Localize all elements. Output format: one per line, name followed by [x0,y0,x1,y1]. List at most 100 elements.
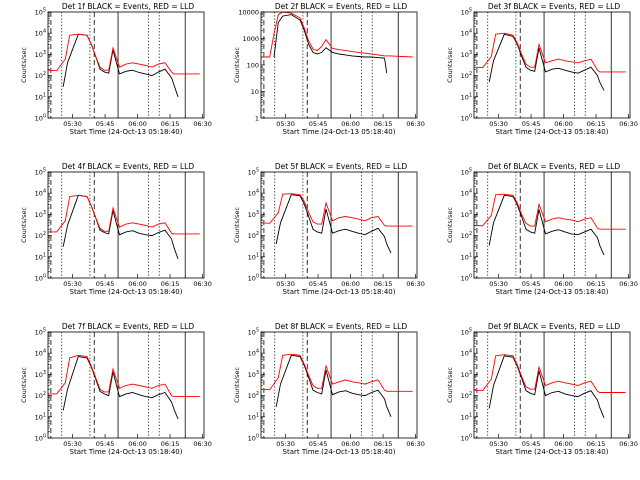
x-tick-label: 06:00 [341,120,360,128]
x-tick-label: 06:30 [619,440,638,448]
x-axis-label: Start Time (24-Oct-13 05:18:40) [496,448,609,456]
x-tick-label: 05:30 [63,280,82,288]
x-tick-label: 05:30 [489,440,508,448]
y-axis-label: Counts/sec [446,367,454,403]
x-axis-label: Start Time (24-Oct-13 05:18:40) [70,288,183,296]
x-tick-label: 06:00 [554,280,573,288]
chart-panel-7: Det 7f BLACK = Events, RED = LLD 100 101 10… [20,322,212,456]
x-axis-label: Start Time (24-Oct-13 05:18:40) [496,128,609,136]
x-tick-label: 06:30 [406,440,425,448]
x-tick-label: 06:30 [406,280,425,288]
chart-title: Det 2f BLACK = Events, RED = LLD [275,2,408,11]
x-tick-label: 06:30 [193,440,212,448]
y-tick-label: 101 [461,92,472,101]
chart-panel-9: Det 9f BLACK = Events, RED = LLD 100 101 10… [446,322,638,456]
y-tick-label: 105 [461,328,472,337]
chart-title: Det 7f BLACK = Events, RED = LLD [62,322,195,331]
series-line-lld [47,33,200,75]
y-tick-label: 105 [35,328,46,337]
chart-panel-2: Det 2f BLACK = Events, RED = LLD 1 10 100 10… [233,2,425,136]
y-tick-label: 102 [461,71,472,80]
y-tick-label: 100 [248,434,259,443]
chart-title: Det 8f BLACK = Events, RED = LLD [275,322,408,331]
chart-title: Det 4f BLACK = Events, RED = LLD [62,162,195,171]
plot-frame [473,331,631,439]
y-tick-label: 102 [248,391,259,400]
y-tick-label: 104 [461,29,472,38]
x-tick-label: 05:30 [276,440,295,448]
x-tick-label: 06:30 [619,120,638,128]
y-tick-label: 100 [461,274,472,283]
series-line-lld [473,354,626,393]
y-tick-label: 103 [461,50,472,59]
x-axis-label: Start Time (24-Oct-13 05:18:40) [283,448,396,456]
y-tick-label: 105 [35,168,46,177]
x-tick-label: 05:30 [489,120,508,128]
x-tick-label: 06:15 [161,440,180,448]
y-tick-label: 101 [248,412,259,421]
x-tick-label: 06:30 [193,280,212,288]
series-line-events [62,355,179,420]
y-tick-label: 103 [248,210,259,219]
y-axis-label: Counts/sec [446,207,454,243]
x-tick-label: 05:45 [522,120,541,128]
series-line-events [275,354,392,417]
y-tick-label: 104 [461,349,472,358]
plot-frame [260,171,418,279]
chart-panel-5: Det 5f BLACK = Events, RED = LLD 100 101 10… [233,162,425,296]
plot-frame [473,11,631,119]
series-line-events [488,194,605,256]
x-tick-label: 05:45 [96,280,115,288]
y-tick-label: 105 [461,8,472,17]
x-axis-label: Start Time (24-Oct-13 05:18:40) [70,448,183,456]
y-tick-label: 101 [35,412,46,421]
plot-frame [47,331,205,439]
x-tick-label: 06:00 [341,280,360,288]
y-tick-label: 101 [35,252,46,261]
y-tick-label: 102 [35,391,46,400]
y-tick-label: 101 [461,252,472,261]
x-tick-label: 05:45 [96,120,115,128]
x-axis-label: Start Time (24-Oct-13 05:18:40) [283,288,396,296]
y-tick-label: 100 [248,274,259,283]
y-tick-label: 102 [461,391,472,400]
y-tick-label: 104 [461,189,472,198]
y-tick-label: 100 [247,62,259,70]
chart-title: Det 1f BLACK = Events, RED = LLD [62,2,195,11]
x-tick-label: 06:00 [128,120,147,128]
chart-title: Det 9f BLACK = Events, RED = LLD [488,322,621,331]
y-axis-label: Counts/sec [20,47,28,83]
x-tick-label: 05:45 [309,120,328,128]
x-tick-label: 06:00 [128,280,147,288]
y-tick-label: 102 [35,231,46,240]
y-axis-label: Counts/sec [446,47,454,83]
x-tick-label: 05:45 [522,280,541,288]
x-axis-label: Start Time (24-Oct-13 05:18:40) [283,128,396,136]
y-tick-label: 102 [461,231,472,240]
x-tick-label: 06:00 [128,440,147,448]
x-tick-label: 05:30 [489,280,508,288]
y-tick-label: 103 [461,370,472,379]
x-tick-label: 06:00 [554,440,573,448]
chart-panel-1: Det 1f BLACK = Events, RED = LLD 100 101 10… [20,2,212,136]
x-tick-label: 06:30 [193,120,212,128]
y-tick-label: 104 [35,29,46,38]
x-tick-label: 06:00 [554,120,573,128]
plot-frame [260,11,418,119]
y-tick-label: 100 [461,434,472,443]
x-tick-label: 05:45 [309,440,328,448]
x-tick-label: 05:45 [96,440,115,448]
y-tick-label: 103 [248,370,259,379]
chart-title: Det 5f BLACK = Events, RED = LLD [275,162,408,171]
series-line-events [273,14,388,74]
y-tick-label: 10000 [238,9,259,17]
chart-panel-3: Det 3f BLACK = Events, RED = LLD 100 101 10… [446,2,638,136]
series-line-events [275,194,392,254]
y-tick-label: 105 [35,8,46,17]
y-tick-label: 100 [35,114,46,123]
y-axis-label: Counts/sec [20,367,28,403]
y-tick-label: 103 [35,370,46,379]
y-tick-label: 101 [461,412,472,421]
x-tick-label: 06:15 [374,120,393,128]
